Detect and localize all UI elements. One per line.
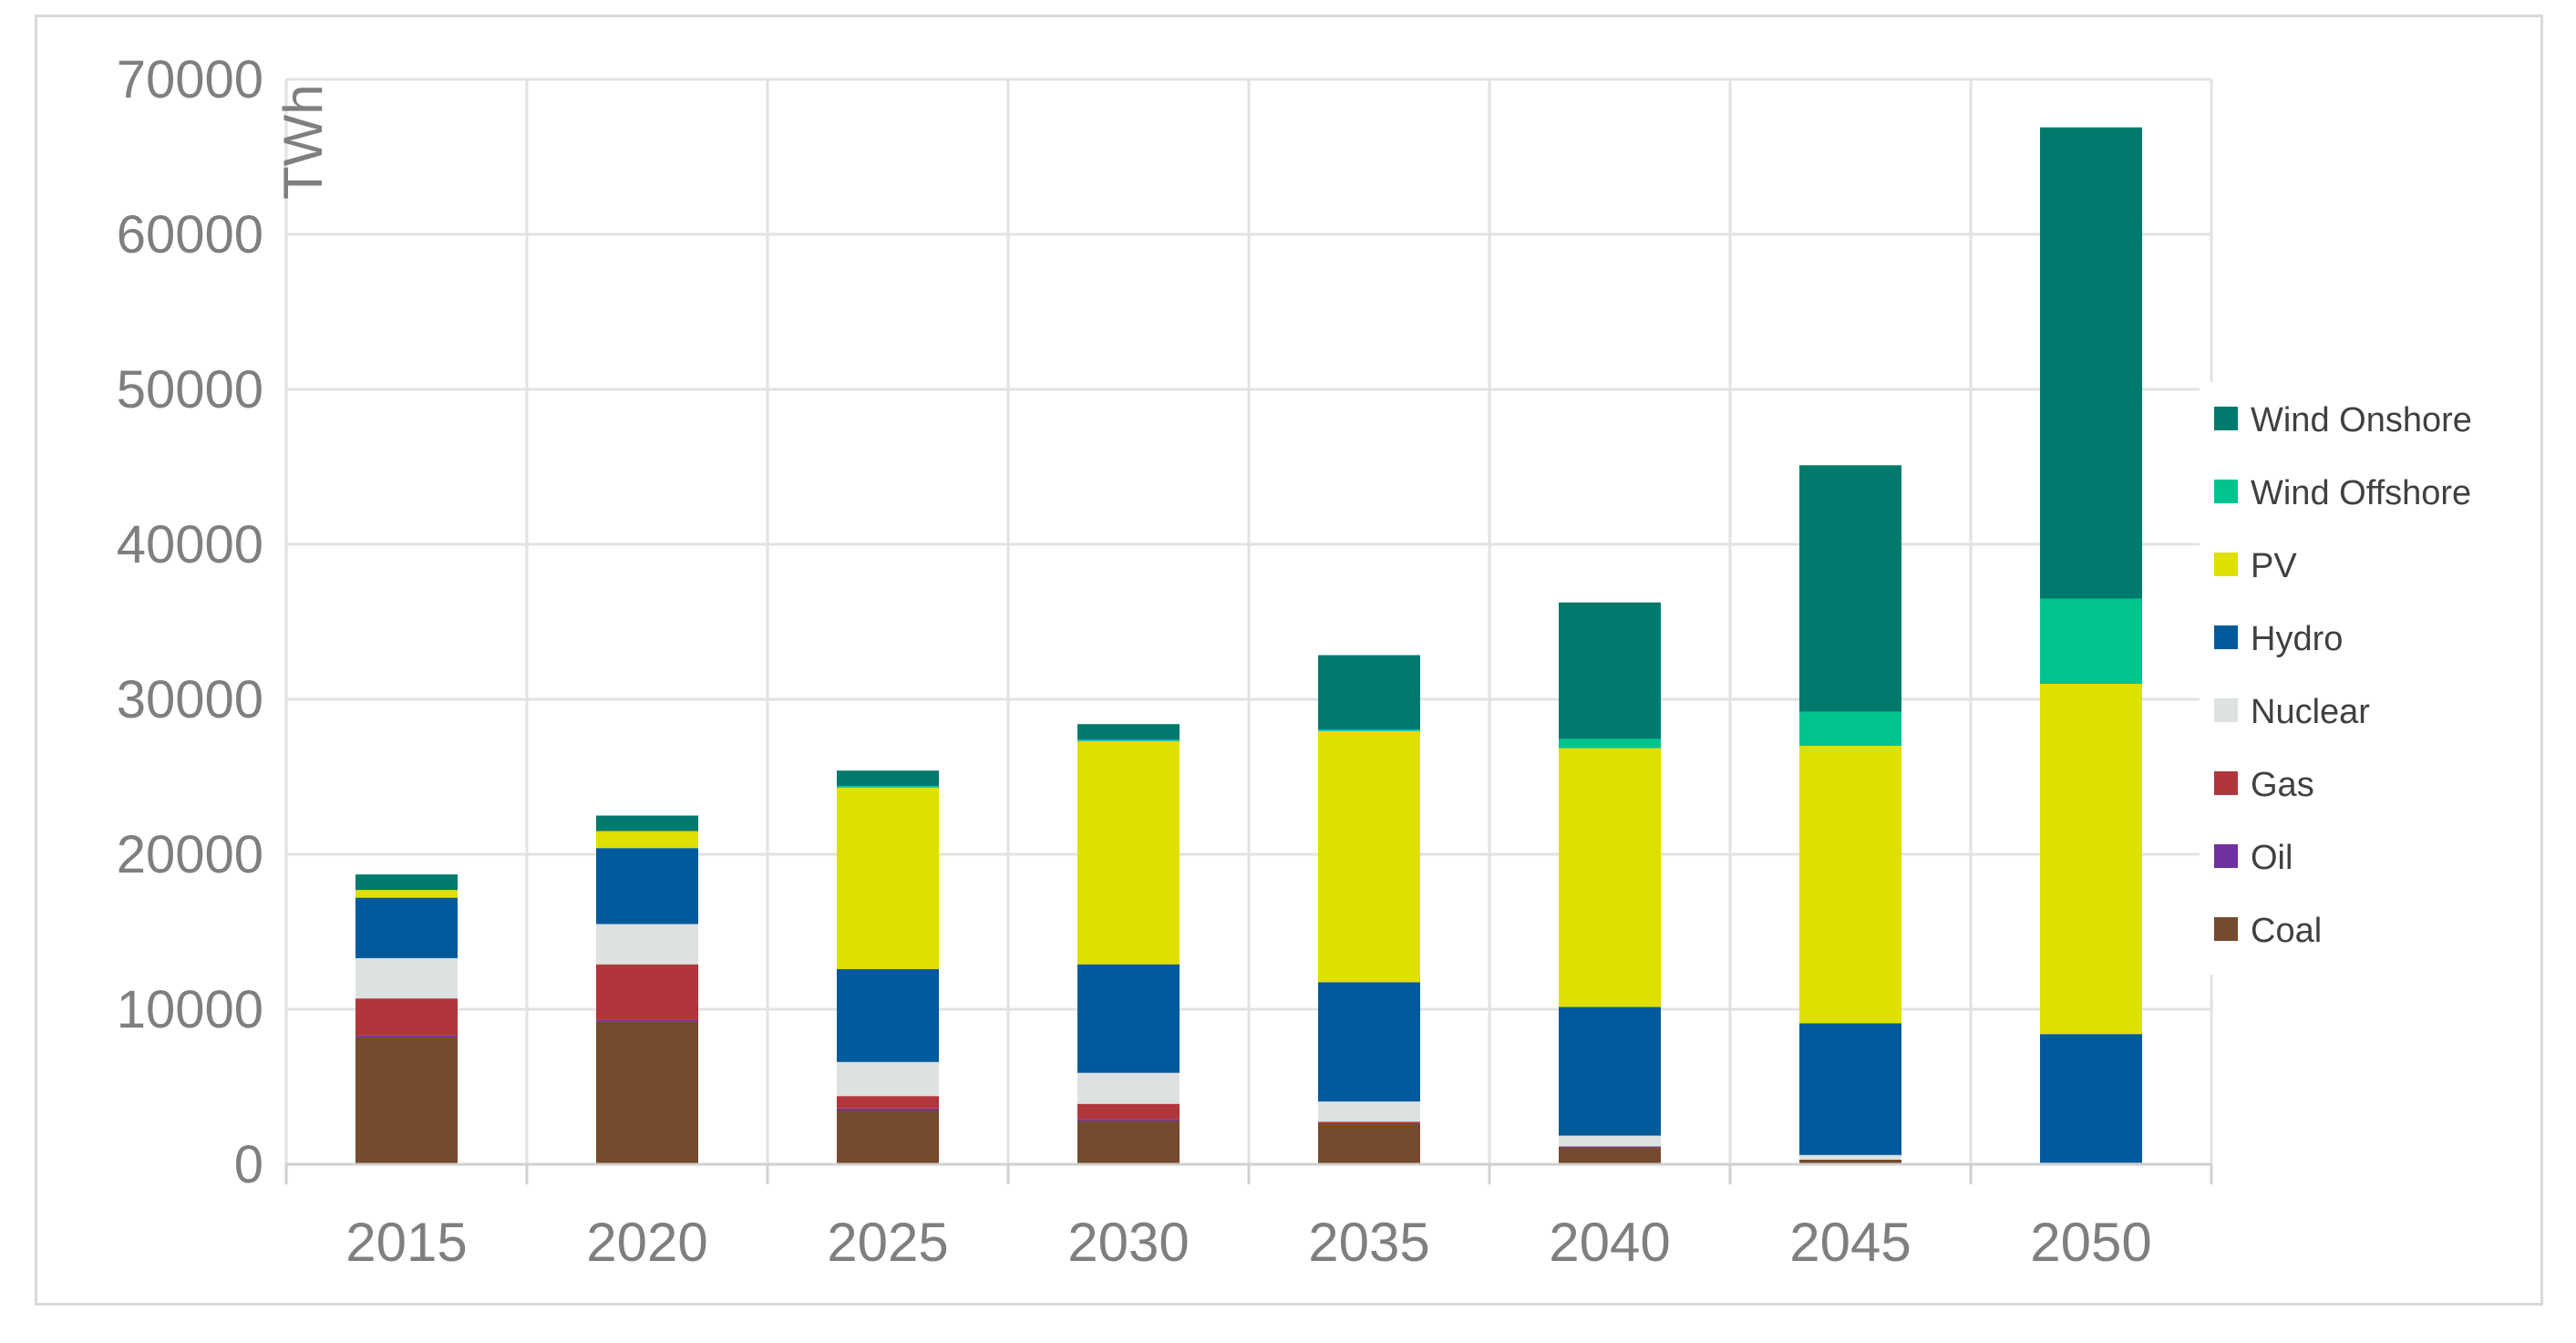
y-tick-label: 70000 [117,50,263,109]
legend-label-hydro: Hydro [2251,620,2343,658]
bar-segment-hydro-2015 [355,897,458,958]
bar-segment-gas-2030 [1077,1103,1180,1120]
bar-segment-hydro-2040 [1559,1007,1661,1136]
bar-segment-gas-2025 [837,1096,939,1109]
bar-segment-wind-onshore-2020 [596,815,698,832]
bar-segment-wind-onshore-2040 [1559,602,1661,739]
legend-label-pv: PV [2251,547,2297,585]
bar-segment-coal-2020 [596,1021,698,1164]
bar-segment-hydro-2020 [596,848,698,925]
bar-segment-pv-2025 [837,787,939,969]
y-tick-label: 30000 [117,670,263,729]
bar-segment-hydro-2030 [1077,964,1180,1073]
legend-swatch-gas [2214,771,2238,795]
bar-segment-oil-2015 [355,1035,458,1038]
legend-label-oil: Oil [2251,839,2293,877]
bar-segment-coal-2025 [837,1110,939,1164]
legend-label-wind-offshore: Wind Offshore [2251,474,2471,512]
y-tick-label: 0 [234,1135,263,1194]
bar-segment-nuclear-2015 [355,957,458,999]
legend-label-coal: Coal [2251,912,2322,950]
bar-segment-gas-2035 [1318,1121,1420,1123]
bar-segment-nuclear-2045 [1799,1154,1901,1160]
bar-segment-wind-offshore-2045 [1799,711,1901,746]
x-tick-label: 2035 [1308,1212,1429,1273]
legend-swatch-wind-offshore [2214,480,2238,503]
bar-segment-hydro-2035 [1318,982,1420,1102]
y-tick-label: 50000 [117,360,263,419]
x-tick-label: 2030 [1067,1212,1189,1273]
legend-label-wind-onshore: Wind Onshore [2251,401,2472,439]
bar-segment-coal-2015 [355,1037,458,1164]
bar-segment-hydro-2025 [837,968,939,1062]
bar-segment-pv-2035 [1318,730,1420,983]
bar-segment-coal-2045 [1799,1159,1901,1164]
bar-segment-gas-2015 [355,998,458,1036]
bar-segment-coal-2030 [1077,1121,1180,1164]
legend-label-nuclear: Nuclear [2251,693,2370,731]
bar-segment-oil-2040 [1559,1146,1661,1148]
bar-segment-hydro-2045 [1799,1023,1901,1155]
bar-segment-wind-offshore-2035 [1318,729,1420,731]
bar-segment-oil-2035 [1318,1122,1420,1124]
bar-segment-wind-offshore-2050 [2040,598,2142,684]
bar-segment-pv-2045 [1799,746,1901,1024]
chart-frame: 0 10000 20000 30000 40000 50000 60000 70000 2015… [35,15,2543,1306]
bar-segment-nuclear-2040 [1559,1135,1661,1147]
bar-segment-wind-offshore-2040 [1559,739,1661,749]
y-tick-label: 60000 [117,205,263,264]
bar-segment-pv-2030 [1077,740,1180,965]
legend-swatch-coal [2214,917,2238,941]
x-tick-label: 2025 [827,1212,948,1273]
bar-segment-wind-onshore-2050 [2040,127,2142,599]
stacked-bar-chart: 0 10000 20000 30000 40000 50000 60000 70000 2015… [117,50,2539,1273]
bar-segment-pv-2040 [1559,748,1661,1007]
bar-segment-nuclear-2025 [837,1061,939,1097]
x-tick-label: 2020 [586,1212,707,1273]
bar-segment-oil-2025 [837,1108,939,1111]
bar-segment-wind-onshore-2015 [355,874,458,891]
legend-swatch-pv [2214,553,2238,576]
bar-segment-wind-onshore-2045 [1799,465,1901,712]
legend-swatch-nuclear [2214,698,2238,722]
bar-segment-nuclear-2020 [596,924,698,965]
bar-segment-nuclear-2030 [1077,1072,1180,1104]
bar-segment-oil-2020 [596,1019,698,1022]
y-tick-label: 40000 [117,515,263,574]
bar-segment-hydro-2050 [2040,1034,2142,1163]
y-tick-label: 10000 [117,980,263,1039]
y-tick-label: 20000 [117,825,263,884]
bar-segment-wind-onshore-2030 [1077,724,1180,740]
bar-segment-pv-2050 [2040,684,2142,1035]
legend-box [2200,382,2539,975]
x-tick-label: 2045 [1789,1212,1911,1273]
x-tick-label: 2040 [1549,1212,1670,1273]
bar-segment-coal-2040 [1559,1147,1661,1164]
bar-segment-coal-2035 [1318,1123,1420,1164]
legend-label-gas: Gas [2251,766,2314,804]
legend-swatch-wind-onshore [2214,407,2238,430]
x-tick-label: 2015 [345,1212,467,1273]
bar-segment-nuclear-2035 [1318,1101,1420,1122]
bar-segment-oil-2030 [1077,1119,1180,1121]
bar-segment-gas-2020 [596,964,698,1020]
bar-segment-pv-2020 [596,831,698,849]
bar-segment-wind-offshore-2025 [837,786,939,788]
bar-segment-wind-onshore-2025 [837,770,939,787]
x-tick-label: 2050 [2030,1212,2151,1273]
legend-swatch-hydro [2214,625,2238,649]
bar-segment-wind-onshore-2035 [1318,655,1420,730]
bar-segment-pv-2015 [355,890,458,898]
legend-swatch-oil [2214,844,2238,868]
y-axis-label: TWh [273,84,334,200]
bar-segment-wind-offshore-2030 [1077,739,1180,741]
